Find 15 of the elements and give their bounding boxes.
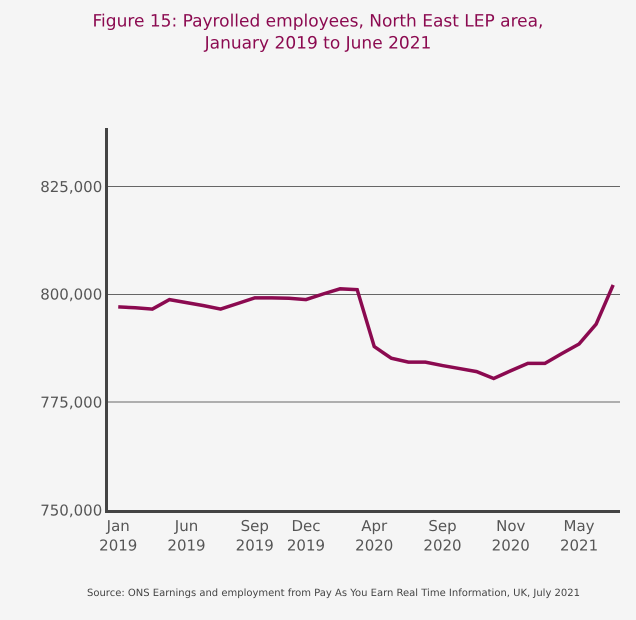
x-tick-label: May 2021 <box>560 516 598 554</box>
source-note: Source: ONS Earnings and employment from Pay As You Earn Real Time Information, UK, July 2021 <box>87 588 580 599</box>
y-tick-label: 775,000 <box>40 393 102 412</box>
x-tick-label: Dec 2019 <box>286 516 326 554</box>
chart-title: Figure 15: Payrolled employees, North East LEP area, January 2019 to June 2021 <box>92 12 544 54</box>
x-tick-label: Sep 2019 <box>236 516 274 554</box>
x-tick-label: Jan 2019 <box>99 516 138 554</box>
line-series <box>116 283 615 380</box>
x-tick-label: Apr 2020 <box>355 516 394 554</box>
y-tick-label: 750,000 <box>40 501 102 520</box>
x-tick-label: Jun 2019 <box>167 516 206 554</box>
x-tick-label: Nov 2020 <box>492 516 530 554</box>
y-tick-label: 825,000 <box>40 178 102 196</box>
y-tick-label: 800,000 <box>40 286 102 304</box>
x-tick-label: Sep 2020 <box>423 516 462 554</box>
